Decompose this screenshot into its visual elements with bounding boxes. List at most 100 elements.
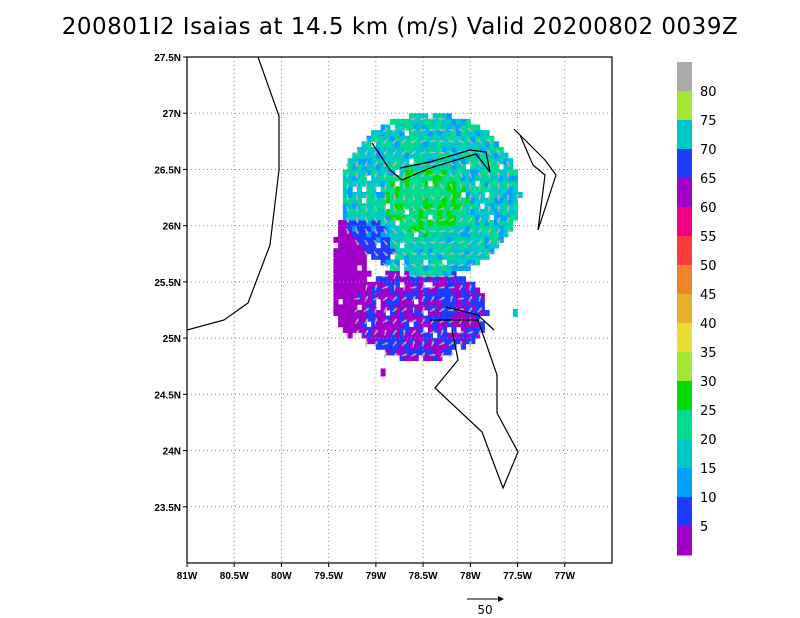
wind-cell xyxy=(442,315,448,322)
wind-cell xyxy=(498,169,504,176)
wind-cell xyxy=(357,220,363,227)
wind-cell xyxy=(432,343,438,350)
wind-cell xyxy=(390,321,396,328)
wind-cell xyxy=(399,293,405,300)
wind-cell xyxy=(404,236,410,243)
wind-cell xyxy=(366,225,372,232)
wind-cell xyxy=(352,287,358,294)
wind-cell xyxy=(470,175,476,182)
wind-cell xyxy=(394,141,400,148)
wind-cell xyxy=(338,242,344,249)
wind-vector-head xyxy=(346,197,350,201)
wind-cell xyxy=(390,130,396,137)
wind-cell xyxy=(503,225,509,232)
wind-cell xyxy=(347,208,353,215)
wind-vector-head xyxy=(448,162,452,165)
wind-vector-head xyxy=(488,240,492,244)
wind-cell xyxy=(423,248,429,255)
wind-cell xyxy=(394,186,400,193)
wind-cell xyxy=(404,293,410,300)
wind-cell xyxy=(413,175,419,182)
wind-cell xyxy=(460,253,467,260)
wind-cell xyxy=(437,163,443,170)
wind-cell xyxy=(437,124,443,131)
x-axis: 81W 80.5W 80W 79.5W 79W 78.5W 78W 77.5W 77W xyxy=(177,563,576,582)
wind-cell xyxy=(352,326,358,333)
wind-cell xyxy=(352,298,358,305)
wind-vector-head xyxy=(478,329,482,333)
wind-vector-head xyxy=(487,194,491,198)
wind-cell xyxy=(390,163,396,170)
wind-cell xyxy=(479,214,485,221)
colorbar-label: 20 xyxy=(700,433,717,448)
wind-cell xyxy=(423,293,429,300)
wind-cell xyxy=(399,186,405,193)
wind-cell xyxy=(442,113,448,120)
wind-cell xyxy=(385,180,391,187)
wind-cell xyxy=(470,191,476,198)
wind-cell xyxy=(503,180,509,187)
wind-cell xyxy=(371,236,377,243)
wind-cell xyxy=(404,304,410,311)
wind-cell xyxy=(460,276,467,283)
wind-cell xyxy=(475,225,481,232)
wind-cell xyxy=(460,231,467,238)
wind-vector-head xyxy=(448,128,452,132)
wind-cell xyxy=(423,197,429,204)
wind-cell xyxy=(357,203,363,210)
wind-cell xyxy=(399,276,405,283)
wind-vector-head xyxy=(431,196,435,200)
x-tick-label: 77W xyxy=(554,571,575,582)
wind-cell xyxy=(484,175,490,182)
wind-cell xyxy=(380,220,386,227)
wind-cell xyxy=(442,214,448,221)
wind-cell xyxy=(427,152,433,159)
wind-cell xyxy=(437,321,443,328)
wind-cell xyxy=(390,270,396,277)
wind-cell xyxy=(352,163,358,170)
wind-cell xyxy=(460,298,467,305)
wind-cell xyxy=(427,253,433,260)
wind-cell xyxy=(446,349,452,356)
wind-cell xyxy=(446,236,452,243)
wind-cell xyxy=(357,180,363,187)
wind-cell xyxy=(418,220,424,227)
wind-cell xyxy=(442,321,448,328)
wind-cell xyxy=(437,281,443,288)
wind-vector-head xyxy=(346,186,349,190)
wind-cell xyxy=(394,281,400,288)
wind-cell xyxy=(385,326,391,333)
wind-cell xyxy=(470,152,476,159)
wind-cell xyxy=(404,186,410,193)
wind-cell xyxy=(342,180,348,187)
wind-cell xyxy=(470,293,476,300)
wind-cell xyxy=(418,225,424,232)
wind-vector-head xyxy=(384,230,387,234)
wind-cell xyxy=(361,146,367,153)
wind-cell xyxy=(385,259,391,266)
wind-cell xyxy=(399,248,405,255)
wind-cell xyxy=(508,214,514,221)
wind-cell xyxy=(394,208,400,215)
wind-cell xyxy=(413,124,419,131)
wind-vector-head xyxy=(460,241,464,244)
wind-cell xyxy=(408,338,415,345)
wind-cell xyxy=(437,113,443,120)
wind-cell xyxy=(404,281,410,288)
wind-cell xyxy=(361,281,367,288)
wind-cell xyxy=(338,276,344,283)
wind-cell xyxy=(394,265,400,272)
wind-cell xyxy=(404,141,410,148)
wind-cell xyxy=(375,203,382,210)
wind-cell xyxy=(460,158,467,165)
wind-cell xyxy=(338,270,344,277)
wind-cell xyxy=(399,321,405,328)
wind-cell xyxy=(498,225,504,232)
wind-cell xyxy=(489,231,495,238)
wind-vector-head xyxy=(477,139,481,143)
wind-cell xyxy=(451,163,457,170)
wind-cell xyxy=(413,191,419,198)
wind-vector-head xyxy=(374,318,378,322)
wind-cell xyxy=(493,152,500,159)
wind-vector-head xyxy=(479,251,483,255)
